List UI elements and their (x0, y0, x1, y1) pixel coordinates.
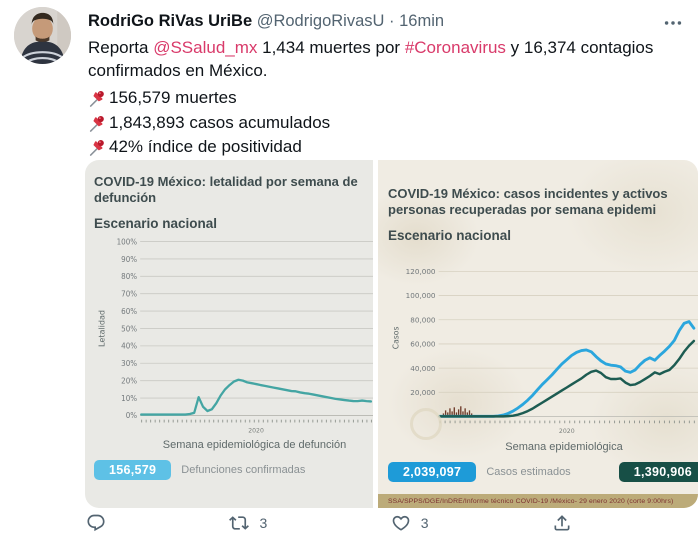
svg-text:60,000: 60,000 (410, 340, 436, 349)
defunciones-badge-label: Defunciones confirmadas (181, 464, 306, 476)
defunciones-badge: 156,579 (94, 460, 172, 480)
stat-bullets: 156,579 muertes 1,843,893 casos acumulad… (88, 86, 330, 160)
tweet-header: RodriGo RiVas UriBe @RodrigoRivasU · 16m… (88, 12, 444, 31)
timestamp[interactable]: 16min (399, 12, 445, 30)
watermark-seal (410, 408, 442, 440)
recuperadas-badge: 1,390,906 (618, 462, 698, 482)
svg-text:100,000: 100,000 (406, 291, 436, 300)
like-count: 3 (420, 515, 429, 531)
svg-text:80%: 80% (121, 272, 137, 281)
share-button[interactable] (552, 513, 572, 533)
chart-title-line1: COVID-19 México: letalidad por semana de (94, 174, 358, 189)
chart-subtitle: Escenario nacional (388, 228, 512, 243)
casos-plot: 20,000 40,000 60,000 80,000 100,000 120,000 Ca… (391, 267, 698, 435)
bullet-text: 1,843,893 casos acumulados (109, 112, 331, 132)
body-text: 1,434 muertes por (257, 38, 405, 57)
letalidad-plot: 0% 10% 20% 30% 40% 50% 60% 70% 80% 90% 100% Letalid… (97, 237, 373, 435)
svg-text:40,000: 40,000 (410, 364, 436, 373)
badge-row: 156,579 Defunciones confirmadas (94, 460, 373, 480)
svg-text:20%: 20% (121, 376, 137, 385)
x-axis-label: Semana epidemiológica de defunción (162, 439, 347, 451)
svg-text:30%: 30% (121, 359, 137, 368)
bullet-text: 42% índice de positividad (109, 137, 302, 156)
svg-text:40%: 40% (121, 342, 137, 351)
casos-estimados-badge-label: Casos estimados (486, 466, 571, 478)
svg-text:0%: 0% (126, 411, 137, 420)
casos-estimados-badge: 2,039,097 (388, 462, 477, 482)
avatar[interactable] (14, 7, 71, 64)
retweet-button[interactable]: 3 (229, 513, 267, 533)
badge-row: 2,039,097 Casos estimados 1,390,906 Pers… (388, 462, 698, 482)
tweet-media-grid: COVID-19 México: letalidad por semana de… (85, 160, 698, 508)
heart-icon (392, 515, 410, 531)
svg-text:100%: 100% (117, 237, 138, 246)
x-axis-label: Semana epidemiológica (505, 441, 623, 453)
chart-subtitle: Escenario nacional (94, 216, 218, 231)
svg-text:2020: 2020 (559, 428, 575, 435)
tweet-action-bar: 3 3 (86, 513, 572, 533)
svg-text:70%: 70% (121, 289, 137, 298)
media-image-letalidad-chart[interactable]: COVID-19 México: letalidad por semana de… (85, 160, 373, 508)
ellipsis-icon (664, 21, 682, 25)
svg-text:20,000: 20,000 (410, 388, 436, 397)
svg-text:120,000: 120,000 (406, 267, 436, 276)
svg-text:Letalidad: Letalidad (97, 310, 106, 347)
svg-text:60%: 60% (121, 307, 137, 316)
body-text: Reporta (88, 38, 154, 57)
media-image-casos-chart[interactable]: COVID-19 México: casos incidentes y acti… (378, 160, 698, 508)
more-options-button[interactable] (662, 12, 684, 34)
retweet-count: 3 (259, 515, 268, 531)
author-handle[interactable]: @RodrigoRivasU (256, 12, 385, 30)
svg-text:80,000: 80,000 (410, 315, 436, 324)
bullet-muertes: 156,579 muertes (88, 86, 330, 111)
svg-text:Casos: Casos (391, 327, 400, 350)
svg-text:50%: 50% (121, 324, 137, 333)
reply-icon (87, 514, 105, 532)
like-button[interactable]: 3 (391, 513, 429, 533)
reply-button[interactable] (86, 513, 106, 533)
svg-text:90%: 90% (121, 255, 137, 264)
avatar-portrait (14, 7, 71, 64)
chart-title-line2: personas recuperadas por semana epidemi (388, 202, 657, 217)
pushpin-icon (89, 91, 104, 108)
mention-link[interactable]: @SSalud_mx (153, 38, 258, 57)
chart-title-line1: COVID-19 México: casos incidentes y acti… (388, 186, 668, 201)
pushpin-icon (89, 115, 104, 132)
bullet-casos: 1,843,893 casos acumulados (88, 111, 330, 136)
body-text: y 16,374 contagios confirmados en México… (88, 38, 654, 80)
share-icon (554, 515, 570, 531)
source-footer: SSA/SPPS/DGE/InDRE/Informe técnico COVID… (378, 494, 698, 508)
pushpin-icon (89, 140, 104, 157)
chart-title-line2: defunción (94, 190, 157, 205)
svg-text:2020: 2020 (248, 427, 264, 434)
bullet-positividad: 42% índice de positividad (88, 135, 330, 160)
bullet-text: 156,579 muertes (109, 88, 237, 107)
author-name[interactable]: RodriGo RiVas UriBe (88, 12, 253, 30)
separator-dot: · (389, 12, 395, 30)
svg-text:10%: 10% (121, 394, 137, 403)
retweet-icon (229, 516, 250, 530)
tweet-body: Reporta @SSalud_mx 1,434 muertes por #Co… (88, 36, 688, 82)
hashtag-link[interactable]: #Coronavirus (404, 38, 506, 57)
